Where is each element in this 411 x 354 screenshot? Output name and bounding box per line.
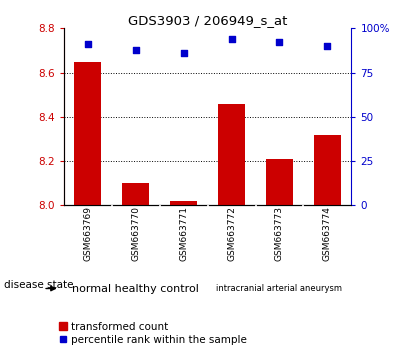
Text: GSM663772: GSM663772 xyxy=(227,206,236,262)
Text: GSM663770: GSM663770 xyxy=(131,206,140,262)
Bar xyxy=(122,183,149,205)
Point xyxy=(132,47,139,52)
Text: GSM663771: GSM663771 xyxy=(179,206,188,262)
Point xyxy=(180,50,187,56)
Bar xyxy=(266,159,293,205)
Bar xyxy=(74,62,101,205)
Text: GSM663774: GSM663774 xyxy=(323,206,332,262)
Text: normal healthy control: normal healthy control xyxy=(72,284,199,293)
Bar xyxy=(171,201,197,205)
Point xyxy=(228,36,235,42)
Text: GSM663773: GSM663773 xyxy=(275,206,284,262)
Point xyxy=(84,41,91,47)
Text: disease state: disease state xyxy=(4,280,74,290)
Point xyxy=(324,43,331,49)
Legend: transformed count, percentile rank within the sample: transformed count, percentile rank withi… xyxy=(55,317,251,349)
Text: intracranial arterial aneurysm: intracranial arterial aneurysm xyxy=(217,284,342,293)
Text: GSM663769: GSM663769 xyxy=(83,206,92,262)
Point xyxy=(276,40,283,45)
Title: GDS3903 / 206949_s_at: GDS3903 / 206949_s_at xyxy=(128,14,287,27)
Bar xyxy=(314,135,341,205)
Bar xyxy=(218,103,245,205)
